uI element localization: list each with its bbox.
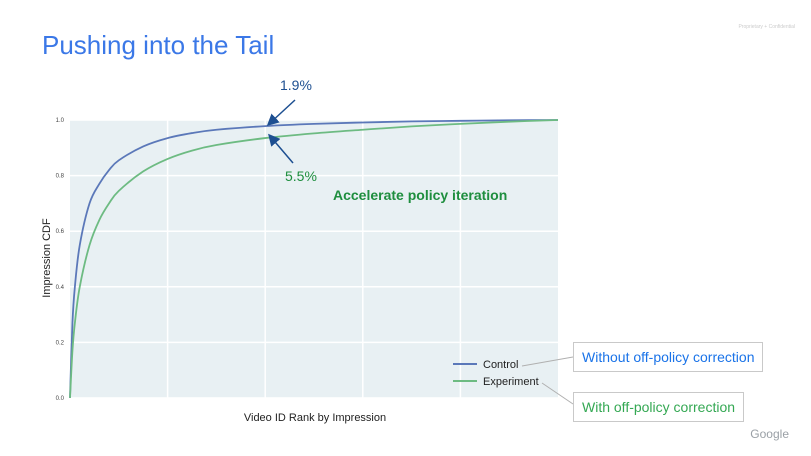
- y-tick-label: 0.8: [56, 174, 65, 180]
- grid-lines: [70, 119, 558, 399]
- slide-title: Pushing into the Tail: [42, 30, 275, 60]
- y-tick-label: 0.2: [56, 340, 65, 346]
- annotation-headline: Accelerate policy iteration: [333, 187, 507, 203]
- legend-experiment-label: Experiment: [483, 376, 539, 388]
- series-line-experiment: [69, 119, 559, 399]
- callout-connector-experiment: [541, 382, 574, 405]
- y-tick-label: 0.4: [56, 285, 65, 291]
- legend: Control Experiment: [453, 359, 539, 388]
- y-tick-label: 0.6: [56, 229, 65, 235]
- annotation-control-arrow: [266, 99, 296, 127]
- annotation-experiment-arrow: [268, 133, 294, 164]
- google-logo: Google: [750, 427, 789, 441]
- confidential-label: Proprietary + Confidential: [738, 24, 795, 30]
- y-axis-ticks: 0.0 0.2 0.4 0.6 0.8 1.0: [56, 118, 65, 402]
- plot-area: [70, 120, 558, 398]
- y-tick-label: 1.0: [56, 118, 65, 124]
- x-axis-label: Video ID Rank by Impression: [244, 412, 386, 424]
- series-lines: [69, 119, 559, 399]
- series-line-control: [69, 119, 559, 399]
- callout-control: Without off-policy correction: [573, 342, 764, 372]
- y-tick-label: 0.0: [56, 396, 65, 402]
- callout-experiment: With off-policy correction: [573, 392, 745, 422]
- annotation-experiment-gap: 5.5%: [285, 168, 317, 184]
- callout-connector-control: [521, 356, 574, 367]
- legend-control-label: Control: [483, 359, 518, 371]
- annotation-control-gap: 1.9%: [280, 77, 312, 93]
- y-axis-label: Impression CDF: [41, 218, 53, 298]
